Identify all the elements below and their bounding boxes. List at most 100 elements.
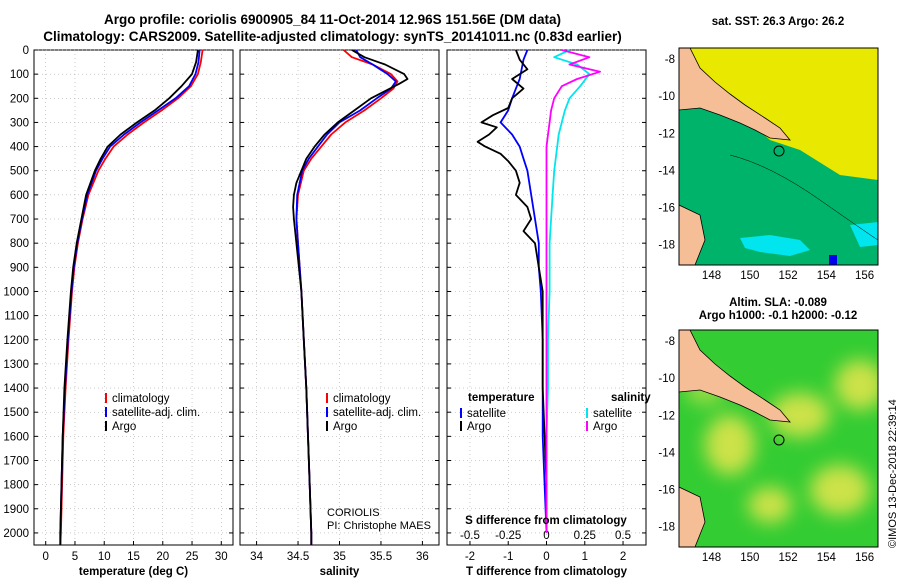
map-lon-tick-label: 154 bbox=[817, 270, 837, 282]
map-lon-tick-label: 152 bbox=[778, 270, 797, 282]
x-axis-label: T difference from climatology bbox=[466, 566, 628, 578]
depth-tick-label: 1700 bbox=[3, 455, 29, 467]
map-lon-tick-label: 156 bbox=[855, 552, 874, 564]
depth-tick-label: 1400 bbox=[3, 383, 29, 395]
sst-cyan-patch bbox=[740, 235, 810, 256]
legend-label: satellite bbox=[593, 408, 632, 420]
x-tick-label: 1 bbox=[582, 551, 588, 563]
map-lat-tick-label: -18 bbox=[658, 522, 675, 534]
depth-tick-label: 100 bbox=[10, 69, 29, 81]
legend-label: Argo bbox=[593, 421, 617, 433]
depth-tick-label: 500 bbox=[10, 166, 29, 178]
x-tick-label: 30 bbox=[215, 551, 228, 563]
pi-label: PI: Christophe MAES bbox=[327, 520, 431, 532]
secondary-x-tick-label: -0.5 bbox=[460, 530, 480, 542]
x-tick-label: 0 bbox=[43, 551, 49, 563]
x-tick-label: 0 bbox=[543, 551, 549, 563]
series-line-argo bbox=[292, 49, 409, 545]
legend-label: Argo bbox=[333, 421, 357, 433]
institution-label: CORIOLIS bbox=[327, 507, 380, 519]
map-lat-tick-label: -18 bbox=[658, 240, 675, 252]
x-tick-label: 34.5 bbox=[287, 551, 309, 563]
depth-tick-label: 800 bbox=[10, 238, 29, 250]
series-line-argo bbox=[545, 49, 601, 533]
map-lat-tick-label: -12 bbox=[658, 410, 675, 422]
map-lat-tick-label: -16 bbox=[658, 203, 675, 215]
sla-map-frame bbox=[678, 329, 879, 548]
legend-label: climatology bbox=[333, 393, 391, 405]
series-line-argo bbox=[59, 49, 199, 545]
sst-top-band bbox=[760, 48, 805, 50]
depth-tick-label: 1900 bbox=[3, 504, 29, 516]
x-tick-label: 35.5 bbox=[370, 551, 392, 563]
map-lat-tick-label: -14 bbox=[658, 165, 675, 177]
depth-tick-label: 700 bbox=[10, 214, 29, 226]
depth-tick-label: 1500 bbox=[3, 407, 29, 419]
sst-profile-marker bbox=[773, 145, 785, 157]
map-lon-tick-label: 152 bbox=[778, 552, 797, 564]
depth-tick-label: 1800 bbox=[3, 480, 29, 492]
legend-label: climatology bbox=[112, 393, 170, 405]
map-lat-tick-label: -8 bbox=[665, 54, 675, 66]
map-lat-tick-label: -16 bbox=[658, 485, 675, 497]
legend-label: Argo bbox=[112, 421, 136, 433]
secondary-x-tick-label: 0.5 bbox=[615, 530, 631, 542]
legend-title-salinity: salinity bbox=[611, 392, 651, 404]
depth-tick-label: 2000 bbox=[3, 528, 29, 540]
x-tick-label: -2 bbox=[465, 551, 475, 563]
legend-title-temperature: temperature bbox=[468, 392, 534, 404]
series-line-argo bbox=[476, 49, 548, 533]
depth-tick-label: 600 bbox=[10, 190, 29, 202]
sst-hot-cell bbox=[790, 41, 800, 47]
sst-map bbox=[678, 39, 879, 266]
depth-tick-label: 1200 bbox=[3, 335, 29, 347]
depth-tick-label: 900 bbox=[10, 262, 29, 274]
sla-profile-marker bbox=[773, 434, 785, 446]
x-tick-label: 20 bbox=[156, 551, 169, 563]
secondary-x-tick-label: 0.25 bbox=[574, 530, 596, 542]
x-tick-label: -1 bbox=[503, 551, 513, 563]
depth-tick-label: 400 bbox=[10, 142, 29, 154]
x-tick-label: 5 bbox=[72, 551, 78, 563]
map-lat-tick-label: -14 bbox=[658, 447, 675, 459]
map-lon-tick-label: 150 bbox=[740, 552, 759, 564]
series-line-satellite bbox=[545, 49, 591, 533]
legend-label: satellite bbox=[467, 408, 506, 420]
australia-land bbox=[679, 486, 706, 547]
x-axis-label: temperature (deg C) bbox=[79, 566, 188, 578]
figure-title-line1: Argo profile: coriolis 6900905_84 11-Oct… bbox=[104, 12, 561, 27]
sst-hot-cell bbox=[765, 39, 771, 44]
depth-tick-label: 0 bbox=[23, 45, 29, 57]
legend-label: satellite-adj. clim. bbox=[112, 407, 200, 419]
map-lon-tick-label: 156 bbox=[855, 270, 874, 282]
map-lon-tick-label: 148 bbox=[702, 270, 721, 282]
x-tick-label: 25 bbox=[186, 551, 199, 563]
x-axis-label: salinity bbox=[320, 566, 360, 578]
depth-tick-label: 1600 bbox=[3, 431, 29, 443]
map-lon-tick-label: 154 bbox=[817, 552, 837, 564]
imos-stamp: ©IMOS 13-Dec-2018 22:39:14 bbox=[887, 399, 899, 548]
sst-map-title: sat. SST: 26.3 Argo: 26.2 bbox=[712, 16, 845, 28]
map-lon-tick-label: 148 bbox=[702, 552, 721, 564]
secondary-x-tick-label: 0 bbox=[543, 530, 549, 542]
sst-map-frame bbox=[678, 47, 879, 266]
new-guinea-land bbox=[679, 330, 791, 423]
sla-map-title: Altim. SLA: -0.089 bbox=[729, 297, 827, 309]
x-tick-label: 36 bbox=[416, 551, 429, 563]
s-difference-axis-label: S difference from climatology bbox=[465, 515, 627, 527]
x-tick-label: 2 bbox=[620, 551, 626, 563]
x-tick-label: 34 bbox=[250, 551, 263, 563]
sla-map-subtitle: Argo h1000: -0.1 h2000: -0.12 bbox=[699, 310, 858, 322]
depth-tick-label: 1000 bbox=[3, 286, 29, 298]
map-lat-tick-label: -12 bbox=[658, 128, 675, 140]
legend-label: satellite-adj. clim. bbox=[333, 407, 421, 419]
legend-label: Argo bbox=[467, 421, 491, 433]
depth-tick-label: 200 bbox=[10, 93, 29, 105]
map-lat-tick-label: -8 bbox=[665, 336, 675, 348]
x-tick-label: 35 bbox=[333, 551, 346, 563]
new-guinea-land bbox=[679, 48, 791, 141]
depth-tick-label: 300 bbox=[10, 117, 29, 129]
secondary-x-tick-label: -0.25 bbox=[495, 530, 521, 542]
australia-land bbox=[679, 204, 706, 265]
